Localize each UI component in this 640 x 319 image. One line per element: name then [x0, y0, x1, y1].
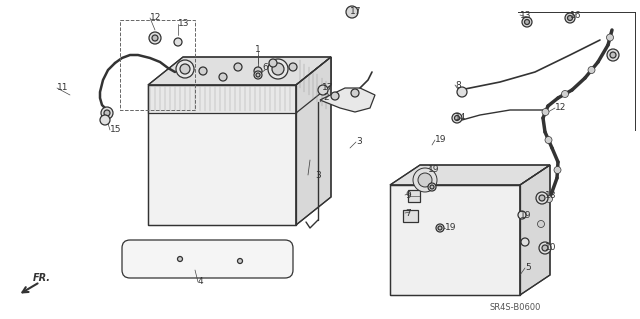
Circle shape — [174, 38, 182, 46]
Polygon shape — [148, 57, 331, 85]
Circle shape — [521, 238, 529, 246]
Circle shape — [452, 113, 462, 123]
Text: 17: 17 — [350, 8, 362, 17]
Circle shape — [525, 19, 529, 25]
Circle shape — [176, 60, 194, 78]
Text: 18: 18 — [545, 190, 557, 199]
Circle shape — [457, 87, 467, 97]
Polygon shape — [296, 57, 331, 113]
Polygon shape — [320, 88, 375, 112]
Circle shape — [101, 107, 113, 119]
Circle shape — [607, 49, 619, 61]
Circle shape — [607, 34, 614, 41]
Circle shape — [545, 137, 552, 144]
Circle shape — [149, 32, 161, 44]
Text: 15: 15 — [110, 125, 122, 135]
Polygon shape — [148, 85, 296, 225]
Circle shape — [554, 167, 561, 174]
Circle shape — [454, 115, 460, 121]
Circle shape — [289, 63, 297, 71]
Circle shape — [436, 224, 444, 232]
Circle shape — [152, 35, 158, 41]
Text: 7: 7 — [405, 209, 411, 218]
Circle shape — [536, 192, 548, 204]
Circle shape — [256, 73, 260, 77]
Circle shape — [272, 63, 284, 75]
Circle shape — [237, 258, 243, 263]
Text: 11: 11 — [57, 84, 68, 93]
Circle shape — [428, 183, 436, 191]
Circle shape — [610, 52, 616, 58]
Circle shape — [318, 85, 328, 95]
Circle shape — [346, 6, 358, 18]
Polygon shape — [390, 165, 550, 185]
Circle shape — [269, 59, 277, 67]
Text: 3: 3 — [315, 170, 321, 180]
Circle shape — [268, 59, 288, 79]
Circle shape — [545, 196, 552, 203]
Circle shape — [522, 17, 532, 27]
Circle shape — [100, 115, 110, 125]
Text: 17: 17 — [322, 84, 333, 93]
Circle shape — [430, 185, 434, 189]
Circle shape — [413, 168, 437, 192]
Polygon shape — [296, 57, 331, 225]
Circle shape — [565, 13, 575, 23]
Text: 14: 14 — [455, 114, 467, 122]
Text: 2: 2 — [323, 93, 328, 102]
Text: SR4S-B0600: SR4S-B0600 — [490, 303, 541, 313]
Text: 19: 19 — [445, 224, 456, 233]
Text: 10: 10 — [545, 243, 557, 253]
Text: 19: 19 — [435, 136, 447, 145]
FancyBboxPatch shape — [122, 240, 293, 278]
Circle shape — [542, 108, 549, 115]
Text: 4: 4 — [198, 278, 204, 286]
Text: 19: 19 — [520, 211, 531, 219]
Polygon shape — [403, 210, 418, 222]
Polygon shape — [520, 165, 550, 295]
Circle shape — [539, 195, 545, 201]
Circle shape — [180, 64, 190, 74]
Circle shape — [561, 91, 568, 98]
Circle shape — [518, 211, 526, 219]
Text: 16: 16 — [570, 11, 582, 19]
Circle shape — [588, 66, 595, 73]
Text: 12: 12 — [555, 103, 566, 113]
Text: 19: 19 — [428, 166, 440, 174]
Text: 6: 6 — [262, 63, 268, 72]
Circle shape — [542, 245, 548, 251]
Circle shape — [219, 73, 227, 81]
Text: 13: 13 — [178, 19, 189, 28]
Circle shape — [539, 242, 551, 254]
Text: 5: 5 — [525, 263, 531, 272]
Circle shape — [254, 71, 262, 79]
Circle shape — [254, 67, 262, 75]
Polygon shape — [408, 190, 420, 202]
Polygon shape — [390, 185, 520, 295]
Circle shape — [568, 16, 573, 20]
Circle shape — [104, 110, 110, 116]
Circle shape — [331, 92, 339, 100]
Circle shape — [234, 63, 242, 71]
Text: 13: 13 — [520, 11, 531, 19]
Circle shape — [351, 89, 359, 97]
Circle shape — [418, 173, 432, 187]
Text: 12: 12 — [150, 13, 161, 23]
Circle shape — [199, 67, 207, 75]
Circle shape — [538, 220, 545, 227]
Circle shape — [438, 226, 442, 230]
Bar — [120, 20, 195, 110]
Text: 9: 9 — [405, 190, 411, 199]
Circle shape — [177, 256, 182, 262]
Text: 1: 1 — [255, 46, 260, 55]
Polygon shape — [148, 85, 296, 113]
Text: FR.: FR. — [33, 273, 51, 283]
Text: 8: 8 — [455, 80, 461, 90]
Text: 3: 3 — [356, 137, 362, 146]
